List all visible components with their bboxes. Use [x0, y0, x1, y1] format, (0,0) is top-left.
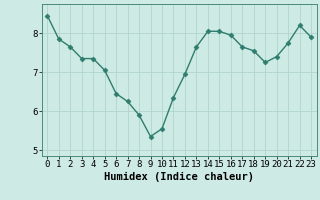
X-axis label: Humidex (Indice chaleur): Humidex (Indice chaleur) [104, 172, 254, 182]
